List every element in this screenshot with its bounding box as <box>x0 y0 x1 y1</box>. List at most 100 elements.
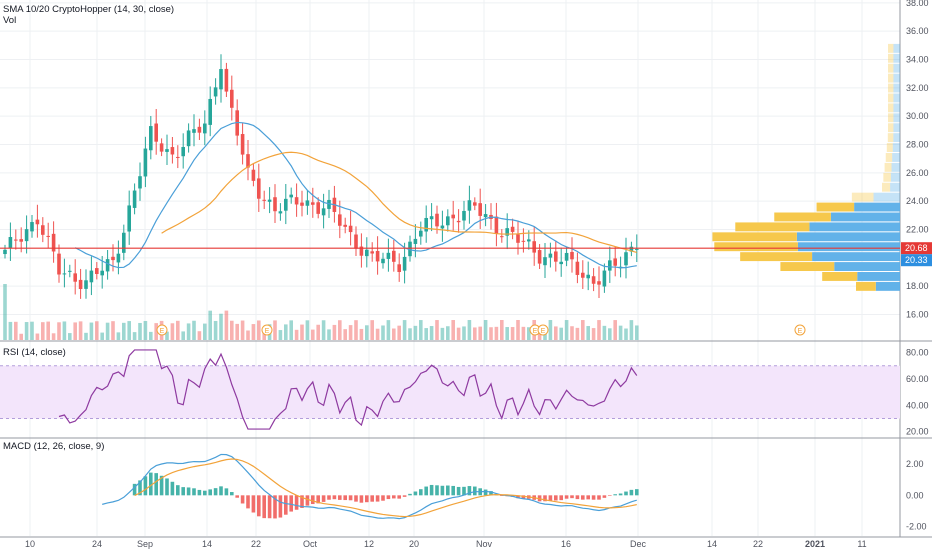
candle-body <box>629 246 634 252</box>
volume-bar <box>402 320 407 340</box>
volume-bar <box>57 322 61 340</box>
volume-bar <box>100 332 104 340</box>
volume-bar <box>116 332 121 340</box>
macd-histogram-bar <box>154 473 158 496</box>
volume-bar <box>489 327 493 340</box>
volume-bar <box>440 327 445 340</box>
candle-body <box>257 178 261 199</box>
candle-body <box>132 190 137 208</box>
macd-histogram-bar <box>343 495 347 501</box>
sma-legend[interactable]: SMA 10/20 CryptoHopper (14, 30, close) <box>3 4 175 15</box>
volume-bar <box>456 327 461 340</box>
macd-histogram-bar <box>608 495 612 496</box>
candle-body <box>597 281 601 285</box>
candle-body <box>159 143 164 152</box>
last-price-badge <box>901 254 932 267</box>
volume-profile-up-bar <box>834 262 900 271</box>
last-price-label: 20.33 <box>905 255 928 265</box>
candle-body <box>294 197 299 205</box>
volume-bar <box>197 331 202 340</box>
candle-body <box>154 123 158 142</box>
macd-histogram-bar <box>294 495 299 510</box>
macd-histogram-bar <box>300 495 304 508</box>
volume-profile-up-bar <box>797 242 900 252</box>
volume-bar <box>435 320 439 340</box>
macd-histogram-bar <box>311 495 315 505</box>
time-axis-label: 12 <box>364 539 374 549</box>
time-axis-label: 14 <box>202 539 212 549</box>
volume-bar <box>510 327 515 340</box>
volume-profile-down-bar <box>884 162 892 172</box>
candle-body <box>19 239 23 242</box>
volume-bar <box>186 323 191 340</box>
volume-bar <box>392 328 396 340</box>
candle-body <box>181 147 185 157</box>
volume-profile-up-bar <box>812 252 900 262</box>
macd-histogram-bar <box>192 488 196 496</box>
price-tick-label: 24.00 <box>906 196 929 206</box>
time-axis-label: 16 <box>561 539 571 549</box>
candle-body <box>586 274 590 279</box>
candle-body <box>397 264 401 272</box>
macd-histogram-bar <box>435 485 439 496</box>
price-tick-label: 16.00 <box>906 310 929 320</box>
macd-histogram-bar <box>224 488 229 496</box>
macd-histogram-bar <box>570 495 574 499</box>
candle-body <box>516 234 520 243</box>
macd-histogram-bar <box>149 472 153 496</box>
macd-histogram-bar <box>635 489 639 496</box>
macd-histogram-bar <box>581 495 585 500</box>
macd-histogram-bar <box>402 495 407 497</box>
volume-bar <box>300 324 304 340</box>
volume-bar <box>257 320 261 340</box>
macd-histogram-bar <box>316 495 320 504</box>
earnings-event-label: E <box>265 328 270 335</box>
volume-profile-up-bar <box>893 123 900 133</box>
macd-histogram-bar <box>397 495 401 499</box>
macd-histogram-bar <box>159 475 164 496</box>
volume-bar <box>208 310 212 340</box>
volume-profile-down-bar <box>887 133 894 143</box>
candle-body <box>289 194 293 198</box>
macd-histogram-bar <box>267 495 272 519</box>
candle-body <box>462 210 466 221</box>
candle-body <box>30 222 34 232</box>
macd-legend[interactable]: MACD (12, 26, close, 9) <box>3 441 105 452</box>
candle-body <box>203 123 207 134</box>
candle-body <box>365 249 369 257</box>
volume-bar <box>235 323 239 340</box>
candle-body <box>111 256 115 261</box>
candle-body <box>359 246 364 256</box>
candle-body <box>581 272 585 278</box>
volume-bar <box>30 321 34 340</box>
volume-profile-down-bar <box>780 262 835 271</box>
volume-bar <box>429 326 434 340</box>
candle-body <box>68 270 72 272</box>
rsi-legend[interactable]: RSI (14, close) <box>3 347 66 358</box>
price-tick-label: 26.00 <box>906 168 929 178</box>
volume-bar <box>78 321 83 340</box>
candle-body <box>278 211 283 214</box>
volume-bar <box>278 330 283 340</box>
volume-profile-down-bar <box>888 113 894 123</box>
volume-bar <box>35 333 40 340</box>
candle-body <box>122 232 126 253</box>
candle-body <box>478 203 482 216</box>
candle-body <box>327 199 331 209</box>
time-axis-label: 24 <box>92 539 102 549</box>
volume-bar <box>629 320 634 340</box>
volume-bar <box>635 325 639 340</box>
macd-histogram-bar <box>629 489 634 496</box>
earnings-event-label: E <box>533 328 538 335</box>
volume-bar <box>170 323 175 340</box>
volume-bar <box>122 322 126 340</box>
volume-bar <box>311 329 315 340</box>
candle-body <box>192 129 196 133</box>
volume-bar <box>294 329 299 340</box>
volume-bar <box>24 322 29 340</box>
volume-bar <box>505 327 509 340</box>
volume-legend[interactable]: Vol <box>3 15 17 26</box>
macd-histogram-bar <box>424 486 428 496</box>
